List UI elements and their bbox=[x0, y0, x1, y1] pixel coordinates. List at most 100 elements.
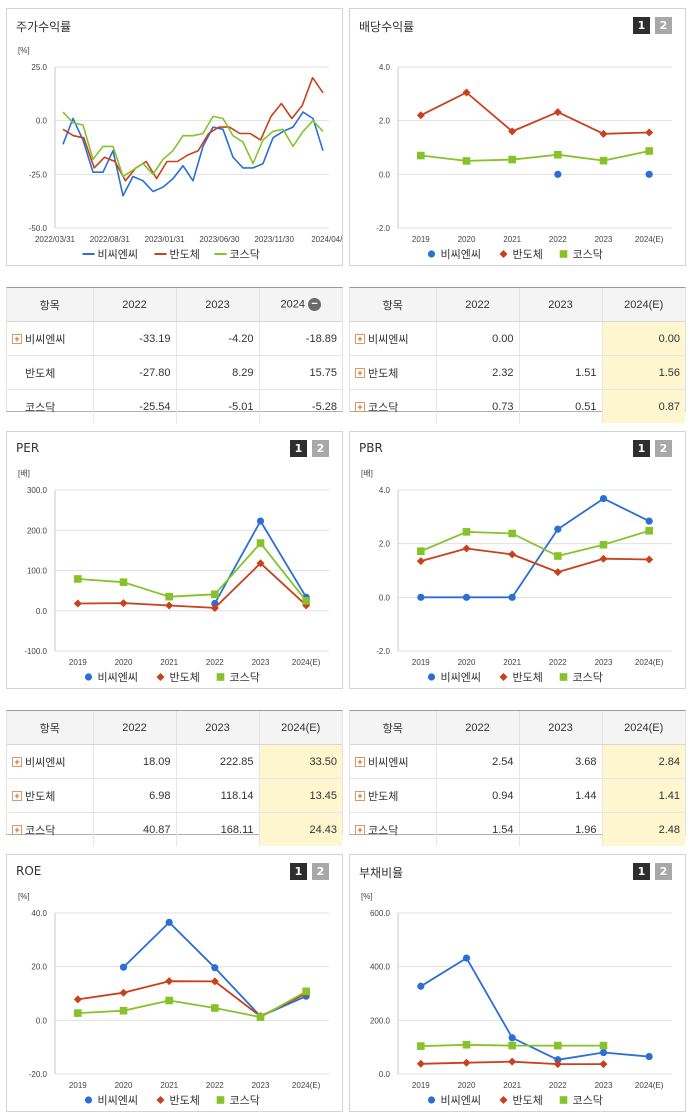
legend-marker bbox=[84, 1096, 93, 1104]
y-tick-label: 0.0 bbox=[379, 1070, 391, 1079]
expand-plus-icon[interactable]: + bbox=[355, 824, 365, 835]
column-header: 2022 bbox=[435, 288, 519, 322]
y-tick-label: -50.0 bbox=[29, 224, 48, 233]
data-point bbox=[73, 599, 82, 608]
data-point bbox=[553, 1060, 562, 1069]
x-tick-label: 2024(E) bbox=[635, 235, 664, 244]
x-tick-label: 2021 bbox=[503, 235, 521, 244]
y-tick-label: 0.0 bbox=[36, 1016, 48, 1025]
legend-marker bbox=[427, 1096, 436, 1104]
x-tick-label: 2020 bbox=[115, 658, 133, 667]
row-label: + 반도체 bbox=[350, 355, 436, 390]
data-point bbox=[302, 987, 310, 996]
data-point bbox=[416, 111, 425, 120]
data-point bbox=[417, 1042, 425, 1050]
collapse-icon[interactable]: − bbox=[307, 298, 321, 311]
legend-label: 코스닥 bbox=[573, 1094, 603, 1107]
y-tick-label: 600.0 bbox=[370, 909, 391, 918]
expand-plus-icon[interactable]: + bbox=[355, 401, 365, 412]
legend-label: 반도체 bbox=[513, 1094, 543, 1107]
data-point bbox=[462, 593, 471, 601]
column-header: 2024− bbox=[258, 288, 342, 322]
page-1-button[interactable]: 1 bbox=[633, 440, 650, 457]
table-cell: 1.96 bbox=[518, 812, 602, 846]
data-point bbox=[302, 601, 311, 610]
y-tick-label: -100.0 bbox=[24, 647, 47, 656]
x-tick-label: 2019 bbox=[412, 1081, 430, 1090]
pager: 1 2 bbox=[633, 440, 672, 457]
expand-plus-icon[interactable]: + bbox=[355, 333, 365, 344]
table-cell: 33.50 bbox=[258, 744, 342, 779]
dividend-yield-table: 항목 2022 2023 2024(E) + 비씨엔씨 0.00 0.00 + 반도체 2.32 1.… bbox=[349, 287, 686, 423]
y-tick-label: 200.0 bbox=[370, 1016, 391, 1025]
x-tick-label: 2019 bbox=[412, 235, 430, 244]
page-1-button[interactable]: 1 bbox=[633, 17, 650, 34]
y-tick-label: 2.0 bbox=[379, 117, 391, 126]
data-point bbox=[211, 1004, 219, 1012]
pbr-panel: PBR 1 2 [배] 4.0 2.0 0.0 -2.0 2019 2020 2021 2022… bbox=[349, 431, 686, 689]
panel-title: PBR bbox=[359, 441, 383, 455]
column-header: 2023 bbox=[518, 711, 602, 745]
data-point bbox=[645, 526, 653, 535]
series-line bbox=[77, 990, 307, 1019]
page-2-button[interactable]: 2 bbox=[655, 863, 672, 880]
data-point bbox=[462, 1058, 471, 1067]
page-1-button[interactable]: 1 bbox=[290, 440, 307, 457]
page-1-button[interactable]: 1 bbox=[633, 863, 650, 880]
table-row: + 비씨엔씨 0.00 0.00 bbox=[350, 321, 685, 356]
per-table: 항목 2022 2023 2024(E) + 비씨엔씨 18.09 222.85 33.50 + 반… bbox=[6, 710, 343, 846]
expand-plus-icon[interactable]: + bbox=[12, 756, 22, 767]
y-tick-label: -20.0 bbox=[29, 1070, 48, 1079]
row-label: + 코스닥 bbox=[350, 813, 436, 847]
legend-marker bbox=[156, 1096, 165, 1104]
data-point bbox=[119, 1006, 128, 1015]
legend-label: 비씨엔씨 bbox=[441, 1094, 481, 1107]
page-2-button[interactable]: 2 bbox=[312, 863, 329, 880]
table-cell: 15.75 bbox=[258, 355, 342, 390]
expand-plus-icon[interactable]: + bbox=[355, 367, 365, 378]
expand-plus-icon[interactable]: + bbox=[12, 824, 22, 835]
data-point bbox=[645, 128, 654, 137]
x-tick-label: 2023 bbox=[252, 658, 270, 667]
roe-chart: [%]40.0 20.0 0.0 -20.0 2019 2020 2021 2022 2023 2… bbox=[18, 892, 329, 1107]
data-point bbox=[165, 601, 174, 610]
page-2-button[interactable]: 2 bbox=[312, 440, 329, 457]
x-tick-label: 2020 bbox=[458, 235, 476, 244]
table-row: + 반도체 0.94 1.44 1.41 bbox=[350, 778, 685, 813]
column-header: 항목 bbox=[7, 711, 93, 745]
row-label: + 비씨엔씨 bbox=[350, 321, 436, 356]
series-line bbox=[62, 76, 324, 182]
expand-plus-icon[interactable]: + bbox=[355, 756, 365, 767]
data-point bbox=[74, 575, 82, 583]
legend-marker bbox=[499, 1096, 508, 1104]
page-1-button[interactable]: 1 bbox=[290, 863, 307, 880]
panel-title: 배당수익률 bbox=[359, 20, 415, 34]
series-3 bbox=[417, 1040, 608, 1050]
legend-label: 반도체 bbox=[513, 671, 543, 684]
table-cell: 0.00 bbox=[601, 321, 685, 356]
column-header: 항목 bbox=[350, 288, 436, 322]
expand-plus-icon[interactable]: + bbox=[355, 790, 365, 801]
x-tick-label: 2023/11/30 bbox=[254, 235, 294, 244]
legend-marker bbox=[156, 673, 165, 681]
legend: 비씨엔씨 반도체 코스닥 bbox=[427, 671, 603, 684]
legend-label: 비씨엔씨 bbox=[98, 1094, 138, 1107]
data-point bbox=[645, 170, 653, 178]
x-tick-label: 2022 bbox=[549, 658, 567, 667]
x-tick-label: 2022 bbox=[549, 1081, 567, 1090]
y-tick-label: -25.0 bbox=[29, 170, 48, 179]
page-2-button[interactable]: 2 bbox=[655, 440, 672, 457]
x-tick-label: 2024(E) bbox=[292, 1081, 321, 1090]
y-unit-label: [배] bbox=[361, 469, 373, 478]
expand-plus-icon[interactable]: + bbox=[12, 333, 22, 344]
data-point bbox=[462, 544, 471, 553]
y-tick-label: 0.0 bbox=[379, 170, 391, 179]
page-2-button[interactable]: 2 bbox=[655, 17, 672, 34]
expand-plus-icon[interactable]: + bbox=[12, 790, 22, 801]
x-tick-label: 2020 bbox=[458, 1081, 476, 1090]
data-point bbox=[417, 547, 425, 555]
x-tick-label: 2021 bbox=[503, 1081, 521, 1090]
data-point bbox=[256, 559, 265, 568]
table-cell: 3.68 bbox=[518, 744, 602, 779]
legend-marker bbox=[84, 673, 93, 681]
